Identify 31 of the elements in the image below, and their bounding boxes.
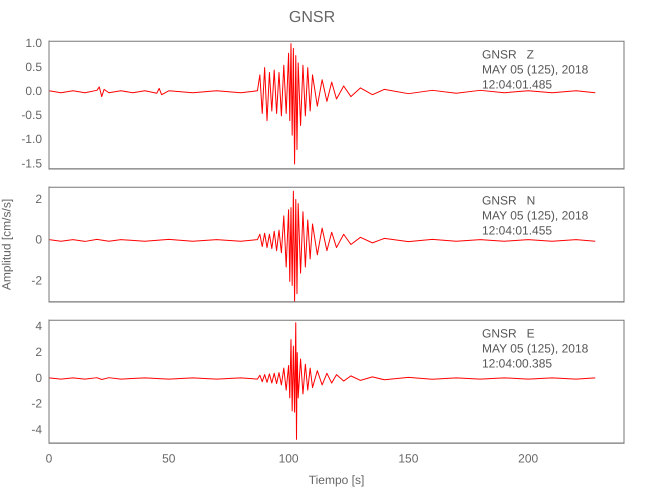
y-tick-label: -2 (31, 274, 42, 288)
annotation: GNSR Z (482, 48, 534, 62)
y-tick-label: 0 (35, 370, 42, 385)
annotation: GNSR E (482, 326, 535, 341)
y-tick-label: 2 (35, 344, 42, 359)
y-tick-label: 4 (35, 318, 42, 333)
x-tick-label: 0 (46, 452, 53, 466)
x-tick-label: 100 (278, 452, 299, 466)
x-tick-label: 150 (398, 452, 419, 466)
x-tick-label: 200 (518, 452, 538, 466)
y-tick-label: 0.0 (25, 84, 42, 98)
y-tick-label: -1.0 (21, 132, 42, 146)
annotation: MAY 05 (125), 2018 (482, 62, 589, 77)
y-tick-label: 0.5 (25, 60, 42, 74)
annotation: 12:04:00.385 (482, 356, 552, 371)
y-tick-label: 0 (35, 232, 42, 247)
y-tick-label: -4 (31, 422, 42, 437)
y-tick-label: -0.5 (21, 108, 42, 122)
y-tick-label: 2 (35, 192, 42, 206)
x-tick-label: 50 (162, 452, 176, 466)
y-axis-title: Amplitud [cm/s/s] (0, 198, 14, 290)
chart-title: GNSR (288, 9, 336, 26)
annotation: 12:04:01.455 (482, 224, 552, 238)
annotation: MAY 05 (125), 2018 (482, 342, 589, 356)
annotation: MAY 05 (125), 2018 (482, 208, 589, 223)
annotation: GNSR N (482, 194, 536, 208)
y-tick-label: 1.0 (25, 36, 42, 50)
y-tick-label: -1.5 (21, 156, 42, 170)
x-axis-title: Tiempo [s] (308, 473, 364, 488)
y-tick-label: -2 (31, 396, 42, 411)
annotation: 12:04:01.485 (482, 78, 552, 92)
